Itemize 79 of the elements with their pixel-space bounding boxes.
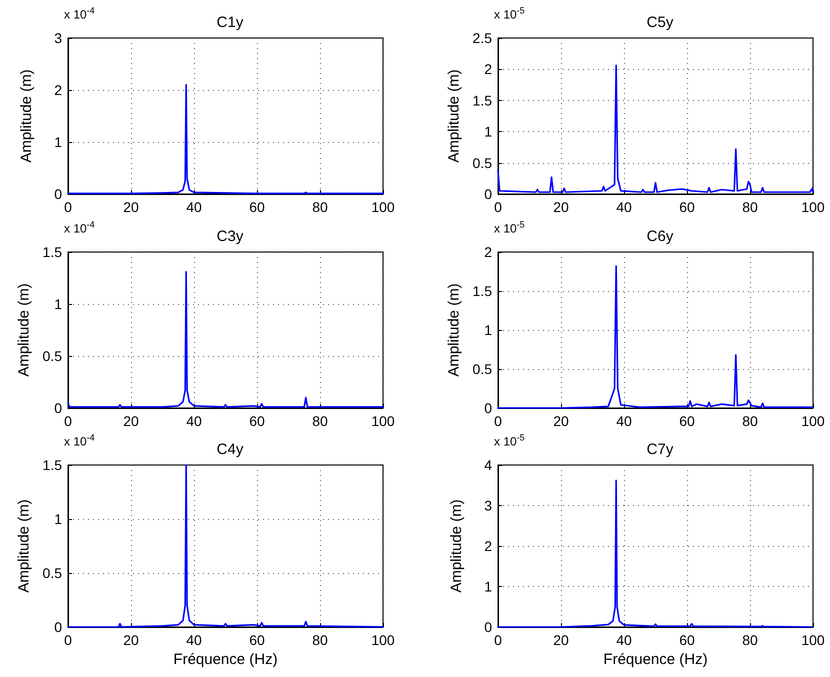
y-tick-label: 0.5 xyxy=(472,154,492,171)
x-tick-label: 0 xyxy=(64,632,72,648)
x-tick-label: 60 xyxy=(249,413,265,429)
x-tick-label: 100 xyxy=(801,413,825,429)
chart-title: C4y xyxy=(216,441,244,458)
y-axis-title: Amplitude (m) xyxy=(446,69,463,163)
y-tick-label: 1.5 xyxy=(42,457,62,473)
x-tick-label: 80 xyxy=(312,199,328,215)
y-tick-label: 1.5 xyxy=(42,244,62,260)
chart-title: C6y xyxy=(646,228,674,245)
chart-title: C7y xyxy=(646,441,674,458)
y-tick-label: 2.5 xyxy=(472,30,492,46)
x-tick-label: 100 xyxy=(371,413,395,429)
x-tick-label: 0 xyxy=(64,413,72,429)
x-tick-label: 20 xyxy=(553,199,569,215)
x-tick-label: 40 xyxy=(616,632,632,648)
y-tick-label: 0 xyxy=(54,186,62,202)
chart-title: C3y xyxy=(216,228,244,245)
x-tick-label: 20 xyxy=(123,199,139,215)
y-tick-label: 0 xyxy=(484,619,492,635)
x-tick-label: 20 xyxy=(123,413,139,429)
y-tick-label: 2 xyxy=(484,61,492,78)
y-tick-label: 1.5 xyxy=(472,283,492,299)
x-tick-label: 40 xyxy=(616,199,632,215)
x-tick-label: 80 xyxy=(312,413,328,429)
x-tick-label: 40 xyxy=(186,413,202,429)
y-tick-label: 0 xyxy=(54,400,62,416)
x-tick-label: 100 xyxy=(801,632,825,648)
chart-title: C5y xyxy=(646,14,674,31)
x-tick-label: 60 xyxy=(249,632,265,648)
y-axis-title: Amplitude (m) xyxy=(16,283,33,377)
y-tick-label: 1 xyxy=(54,511,62,527)
y-tick-label: 2 xyxy=(484,538,492,554)
x-tick-label: 80 xyxy=(312,632,328,648)
y-tick-label: 0.5 xyxy=(42,565,62,581)
x-axis-title: Fréquence (Hz) xyxy=(603,650,708,668)
x-tick-label: 0 xyxy=(494,632,502,648)
y-tick-label: 3 xyxy=(484,498,492,514)
x-tick-label: 0 xyxy=(494,199,502,215)
x-tick-label: 60 xyxy=(679,632,695,648)
x-tick-label: 80 xyxy=(742,632,758,648)
x-tick-label: 80 xyxy=(742,413,758,429)
chart-title: C1y xyxy=(216,14,244,31)
y-tick-label: 0 xyxy=(484,186,492,202)
y-tick-label: 1 xyxy=(484,124,492,140)
y-axis-title: Amplitude (m) xyxy=(16,499,33,593)
x-tick-label: 20 xyxy=(553,632,569,648)
x-tick-label: 100 xyxy=(801,199,825,215)
y-tick-label: 4 xyxy=(484,457,492,473)
x-tick-label: 60 xyxy=(679,413,695,429)
y-tick-label: 0.5 xyxy=(472,361,492,377)
x-axis-title: Fréquence (Hz) xyxy=(173,650,278,668)
x-tick-label: 0 xyxy=(64,199,72,215)
y-tick-label: 2 xyxy=(54,82,62,98)
x-tick-label: 0 xyxy=(494,413,502,429)
x-tick-label: 40 xyxy=(186,199,202,215)
line-series xyxy=(67,464,384,628)
x-tick-label: 20 xyxy=(123,632,139,648)
y-tick-label: 0 xyxy=(54,619,62,635)
y-tick-label: 1 xyxy=(54,296,62,312)
y-axis-title: Amplitude (m) xyxy=(18,69,35,163)
x-tick-label: 60 xyxy=(679,199,695,215)
y-tick-label: 0 xyxy=(484,400,492,416)
x-tick-label: 20 xyxy=(553,413,569,429)
x-tick-label: 100 xyxy=(371,199,395,215)
y-axis-title: Amplitude (m) xyxy=(448,499,465,593)
x-tick-label: 40 xyxy=(616,413,632,429)
y-tick-label: 1 xyxy=(484,322,492,338)
y-tick-label: 1 xyxy=(484,578,492,594)
y-tick-label: 1 xyxy=(54,134,62,150)
y-tick-label: 1.5 xyxy=(472,92,492,108)
y-axis-title: Amplitude (m) xyxy=(446,283,463,377)
x-tick-label: 60 xyxy=(249,199,265,215)
x-tick-label: 100 xyxy=(371,632,395,648)
y-tick-label: 2 xyxy=(484,244,492,260)
x-tick-label: 80 xyxy=(742,199,758,215)
y-tick-label: 3 xyxy=(54,30,62,46)
x-tick-label: 40 xyxy=(186,632,202,648)
y-tick-label: 0.5 xyxy=(42,348,62,364)
